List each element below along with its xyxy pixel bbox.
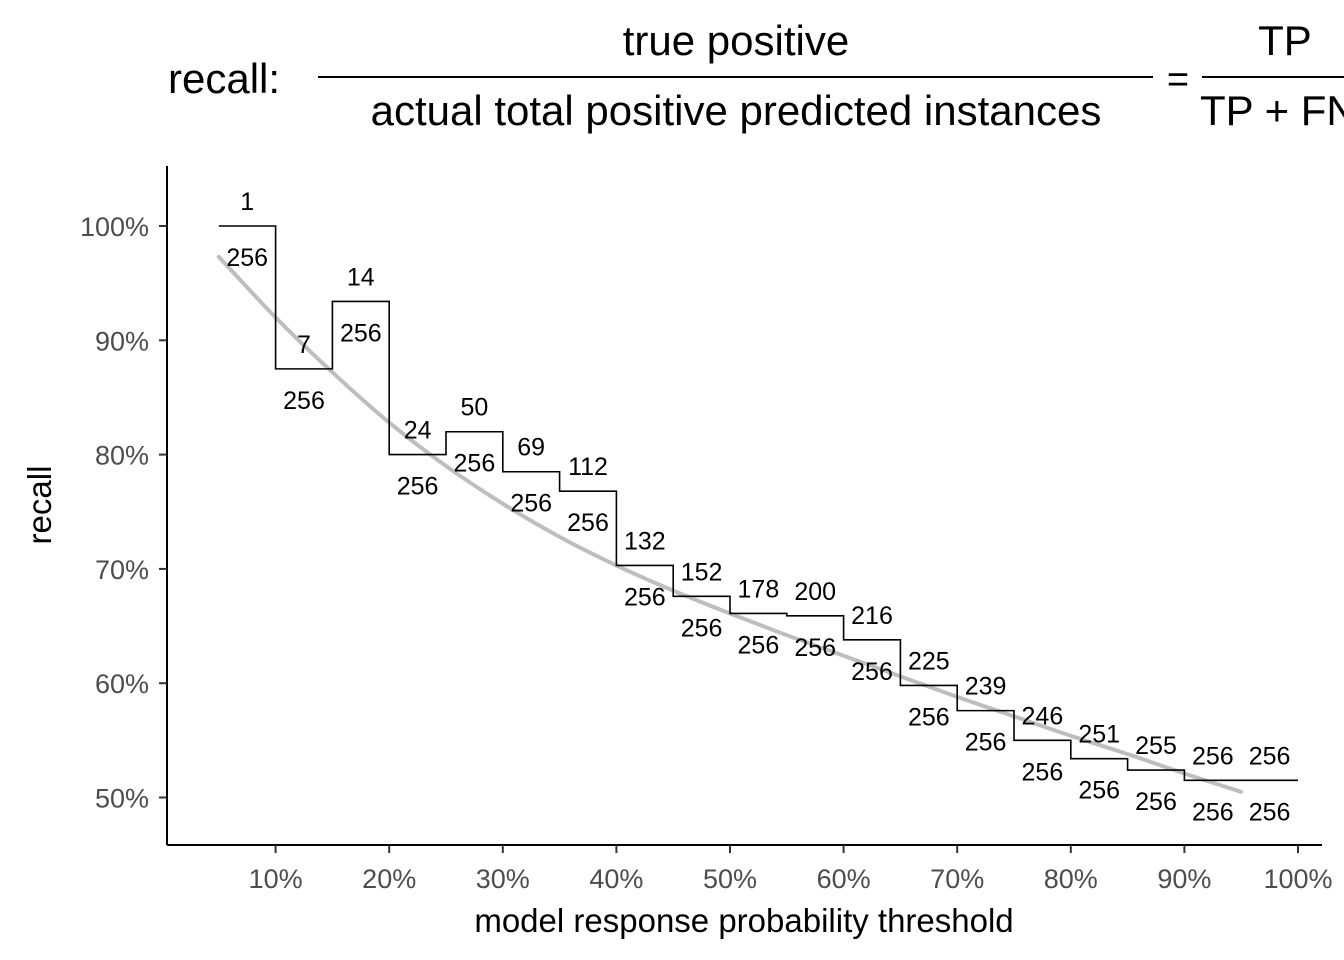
denominator-label: 256 xyxy=(1022,758,1064,786)
numerator-label: 256 xyxy=(1249,742,1291,770)
denominator-label: 256 xyxy=(340,319,382,347)
numerator-label: 24 xyxy=(404,417,432,445)
denominator-label: 256 xyxy=(965,729,1007,757)
x-tick-label: 100% xyxy=(1263,864,1332,894)
numerator-label: 251 xyxy=(1078,721,1120,749)
denominator-label: 256 xyxy=(738,631,780,659)
x-tick-label: 10% xyxy=(249,864,303,894)
denominator-label: 256 xyxy=(283,387,325,415)
denominator-label: 256 xyxy=(1192,798,1234,826)
y-tick-label: 80% xyxy=(95,441,149,471)
numerator-label: 200 xyxy=(794,578,836,606)
numerator-label: 152 xyxy=(681,558,723,586)
formula-prefix: recall: xyxy=(168,55,280,102)
x-tick-label: 50% xyxy=(703,864,757,894)
numerator-label: 14 xyxy=(347,263,375,291)
formula-rhs-numerator: TP xyxy=(1258,17,1312,64)
x-tick-label: 20% xyxy=(362,864,416,894)
x-tick-label: 60% xyxy=(817,864,871,894)
denominator-label: 256 xyxy=(226,244,268,272)
y-tick-label: 60% xyxy=(95,669,149,699)
numerator-label: 69 xyxy=(517,434,545,462)
y-tick-label: 100% xyxy=(80,212,149,242)
x-tick-label: 90% xyxy=(1157,864,1211,894)
denominator-label: 256 xyxy=(1135,788,1177,816)
numerator-label: 255 xyxy=(1135,732,1177,760)
denominator-label: 256 xyxy=(1078,777,1120,805)
numerator-label: 239 xyxy=(965,673,1007,701)
y-axis-ticks: 50% 60% 70% 80% 90% 100% xyxy=(80,212,167,814)
denominator-label: 256 xyxy=(851,658,893,686)
denominator-label: 256 xyxy=(681,614,723,642)
y-tick-label: 70% xyxy=(95,555,149,585)
denominator-label: 256 xyxy=(510,490,552,518)
numerator-label: 50 xyxy=(460,394,488,422)
data-labels: 1 256 7 256 14 256 24 256 50 256 69 256 112 256 132 256… xyxy=(226,188,1290,826)
formula-equals: = xyxy=(1167,59,1189,101)
y-axis-title: recall xyxy=(21,466,58,545)
numerator-label: 132 xyxy=(624,527,666,555)
y-tick-label: 50% xyxy=(95,784,149,814)
formula-rhs-denominator: TP + FN xyxy=(1200,87,1344,134)
y-tick-label: 90% xyxy=(95,326,149,356)
x-tick-label: 40% xyxy=(589,864,643,894)
x-tick-label: 80% xyxy=(1044,864,1098,894)
plot-area xyxy=(216,225,1298,794)
denominator-label: 256 xyxy=(794,634,836,662)
formula: recall: true positive actual total posit… xyxy=(168,17,1344,134)
numerator-label: 246 xyxy=(1022,702,1064,730)
denominator-label: 256 xyxy=(624,583,666,611)
numerator-label: 216 xyxy=(851,602,893,630)
formula-denominator: actual total positive predicted instance… xyxy=(371,87,1102,134)
recall-step-line xyxy=(218,225,1298,782)
numerator-label: 256 xyxy=(1192,742,1234,770)
x-axis-title: model response probability threshold xyxy=(474,902,1013,939)
denominator-label: 256 xyxy=(397,473,439,501)
denominator-label: 256 xyxy=(1249,798,1291,826)
smooth-trend-line xyxy=(216,254,1244,794)
x-tick-label: 30% xyxy=(476,864,530,894)
denominator-label: 256 xyxy=(454,450,496,478)
x-axis-ticks: 10% 20% 30% 40% 50% 60% 70% 80% 90% 100% xyxy=(249,845,1333,894)
numerator-label: 178 xyxy=(738,575,780,603)
numerator-label: 1 xyxy=(240,188,254,216)
numerator-label: 7 xyxy=(297,331,311,359)
numerator-label: 225 xyxy=(908,647,950,675)
denominator-label: 256 xyxy=(567,509,609,537)
formula-numerator: true positive xyxy=(623,17,849,64)
x-tick-label: 70% xyxy=(930,864,984,894)
denominator-label: 256 xyxy=(908,703,950,731)
numerator-label: 112 xyxy=(568,453,608,481)
